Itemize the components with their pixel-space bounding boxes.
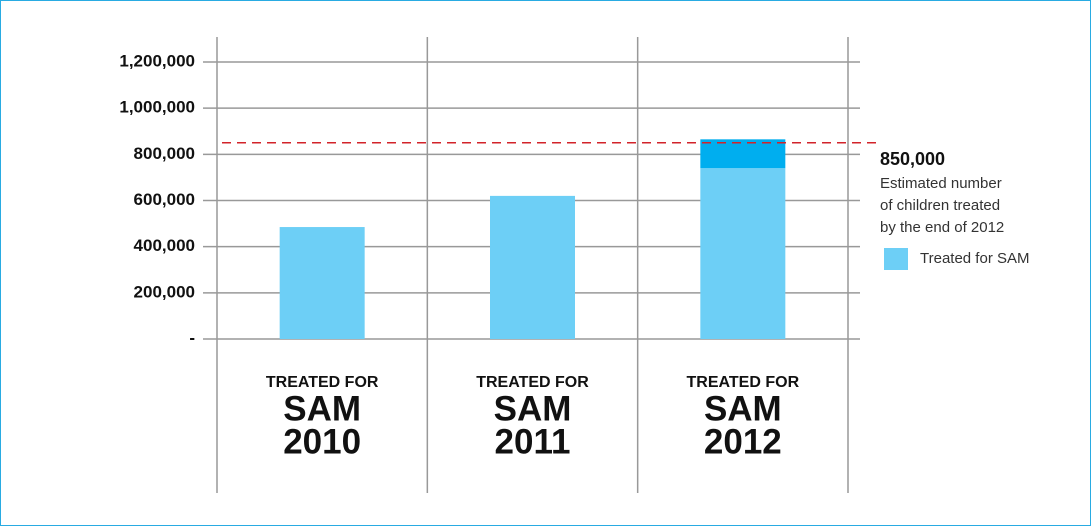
y-tick-label: 600,000 bbox=[134, 190, 195, 209]
x-tick-label: SAM bbox=[704, 389, 782, 428]
bar bbox=[700, 168, 786, 339]
y-tick-label: 200,000 bbox=[134, 282, 195, 301]
bar bbox=[490, 195, 575, 339]
bar bbox=[700, 139, 786, 169]
annotation-text: by the end of 2012 bbox=[880, 219, 1004, 236]
x-tick-label: 2011 bbox=[495, 422, 571, 461]
bar bbox=[279, 227, 365, 339]
annotation-value: 850,000 bbox=[880, 149, 945, 169]
y-tick-label: 1,200,000 bbox=[119, 51, 195, 70]
x-tick-label: TREATED FOR bbox=[687, 374, 800, 391]
legend-swatch bbox=[884, 248, 908, 270]
y-tick-label: 800,000 bbox=[134, 144, 195, 163]
x-tick-label: 2012 bbox=[704, 422, 782, 461]
x-tick-label: TREATED FOR bbox=[476, 374, 589, 391]
annotation-text: Estimated number bbox=[880, 175, 1002, 192]
y-tick-label: 400,000 bbox=[134, 236, 195, 255]
x-tick-label: SAM bbox=[283, 389, 361, 428]
x-tick-label: TREATED FOR bbox=[266, 374, 379, 391]
y-tick-label: 1,000,000 bbox=[119, 98, 195, 117]
legend-label: Treated for SAM bbox=[920, 250, 1029, 267]
x-tick-label: 2010 bbox=[283, 422, 361, 461]
annotation-text: of children treated bbox=[880, 197, 1000, 214]
x-tick-label: SAM bbox=[494, 389, 572, 428]
y-tick-label: - bbox=[189, 328, 195, 347]
